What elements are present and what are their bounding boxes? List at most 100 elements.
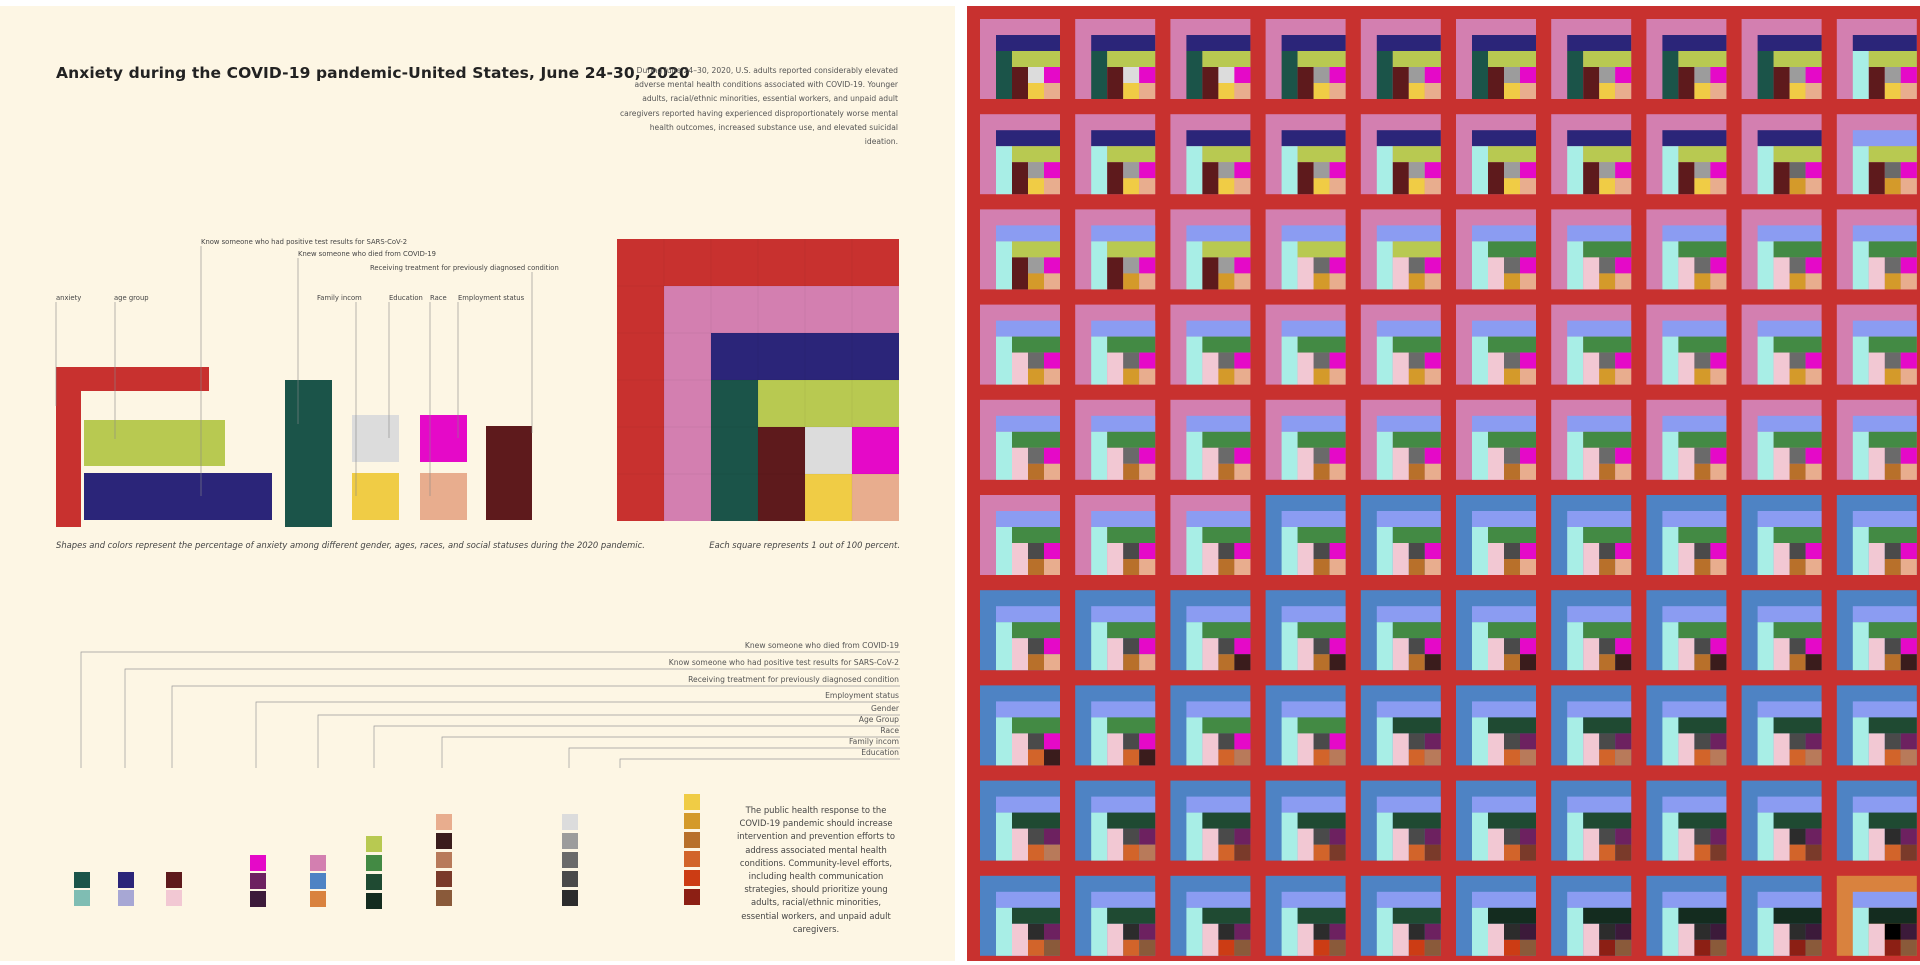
cell-education bbox=[1028, 162, 1044, 179]
cell-income bbox=[1694, 559, 1711, 575]
employment-region bbox=[852, 427, 899, 474]
cell-treatment bbox=[1107, 733, 1124, 766]
cell-education bbox=[1313, 543, 1330, 559]
cell-age bbox=[1297, 146, 1346, 163]
cell-positive bbox=[1376, 511, 1441, 527]
cell-treatment bbox=[1107, 447, 1124, 480]
cell-income bbox=[1313, 368, 1330, 385]
grid-cell bbox=[1360, 114, 1441, 195]
cell-income bbox=[1028, 844, 1044, 861]
cell-race bbox=[1234, 749, 1251, 766]
grid-cell bbox=[1075, 114, 1156, 195]
cell-income bbox=[1504, 368, 1520, 385]
cell-treatment bbox=[1392, 828, 1409, 861]
cell-treatment bbox=[1012, 828, 1028, 861]
grid-cell bbox=[1170, 399, 1251, 480]
cell-positive bbox=[1281, 511, 1346, 527]
cell-treatment bbox=[1107, 67, 1124, 99]
cell-race bbox=[1234, 559, 1251, 575]
cell-positive bbox=[996, 415, 1060, 432]
cell-employment bbox=[1044, 447, 1060, 464]
cell-positive bbox=[1757, 130, 1822, 147]
grid-cell bbox=[1075, 780, 1156, 861]
cell-age bbox=[1773, 527, 1822, 543]
cell-income bbox=[1884, 844, 1901, 861]
cell-age bbox=[1868, 146, 1917, 163]
cell-education bbox=[1408, 67, 1425, 83]
cell-education bbox=[1218, 352, 1235, 369]
tree-line-income bbox=[568, 747, 900, 768]
cell-income bbox=[1408, 749, 1425, 766]
cell-education bbox=[1884, 638, 1901, 655]
cell-race bbox=[1805, 939, 1822, 956]
cell-income bbox=[1884, 178, 1901, 195]
cell-race bbox=[1424, 559, 1441, 575]
cell-died bbox=[1091, 241, 1108, 290]
cell-income bbox=[1408, 654, 1425, 671]
grid-cell bbox=[1170, 19, 1251, 99]
cell-education bbox=[1408, 543, 1425, 559]
cell-age bbox=[1488, 146, 1536, 163]
cell-positive bbox=[1472, 606, 1536, 623]
cell-income bbox=[1694, 939, 1711, 956]
cell-died bbox=[1567, 622, 1584, 671]
cell-education bbox=[1123, 67, 1140, 83]
grid-cell bbox=[1741, 875, 1822, 956]
cell-died bbox=[1091, 146, 1108, 195]
cell-education bbox=[1884, 828, 1901, 845]
cell-positive bbox=[1091, 796, 1156, 813]
cell-died bbox=[1757, 146, 1774, 195]
cell-treatment bbox=[1202, 543, 1219, 575]
cell-positive bbox=[1472, 130, 1536, 147]
cell-age bbox=[1488, 241, 1536, 258]
race-square bbox=[420, 473, 467, 520]
label-anxiety: anxiety bbox=[56, 294, 81, 302]
cell-treatment bbox=[1202, 733, 1219, 766]
cell-treatment bbox=[1868, 828, 1885, 861]
cell-race bbox=[1520, 749, 1536, 766]
grid-cell bbox=[1646, 209, 1727, 290]
cell-employment bbox=[1139, 162, 1156, 179]
cell-died bbox=[1376, 431, 1393, 480]
cell-positive bbox=[1757, 796, 1822, 813]
legend-swatch bbox=[366, 855, 382, 871]
cell-employment bbox=[1139, 923, 1156, 940]
cell-employment bbox=[1139, 543, 1156, 559]
cell-died bbox=[1757, 622, 1774, 671]
cell-age bbox=[1583, 241, 1632, 258]
cell-treatment bbox=[1297, 67, 1314, 99]
tree-label: Employment status bbox=[825, 691, 899, 700]
grid-cell bbox=[1075, 875, 1156, 956]
cell-employment bbox=[1520, 447, 1536, 464]
cell-positive bbox=[1186, 511, 1251, 527]
grid-cell bbox=[1741, 304, 1822, 385]
tree-label: Knew someone who died from COVID-19 bbox=[745, 641, 899, 650]
cell-treatment bbox=[1678, 352, 1695, 385]
cell-age bbox=[1392, 51, 1441, 67]
cell-treatment bbox=[1297, 543, 1314, 575]
cell-race bbox=[1615, 178, 1632, 195]
cell-positive bbox=[1757, 415, 1822, 432]
cell-treatment bbox=[1392, 923, 1409, 956]
cell-race bbox=[1805, 273, 1822, 290]
cell-income bbox=[1313, 178, 1330, 195]
label-positive: Know someone who had positive test resul… bbox=[201, 238, 407, 246]
cell-education bbox=[1694, 923, 1711, 940]
cell-age bbox=[1202, 527, 1251, 543]
cell-income bbox=[1123, 654, 1140, 671]
cell-income bbox=[1313, 463, 1330, 480]
cell-died bbox=[1567, 431, 1584, 480]
grid-cell bbox=[1265, 875, 1346, 956]
cell-positive bbox=[1091, 701, 1156, 718]
grid-cell bbox=[1456, 399, 1536, 480]
cell-positive bbox=[1567, 415, 1632, 432]
cell-employment bbox=[1424, 543, 1441, 559]
cell-income bbox=[1313, 749, 1330, 766]
cell-income bbox=[1123, 559, 1140, 575]
cell-education bbox=[1694, 447, 1711, 464]
cell-age bbox=[1678, 622, 1727, 639]
age-group-bar bbox=[84, 420, 225, 466]
cell-age bbox=[1012, 907, 1060, 924]
cell-employment bbox=[1044, 543, 1060, 559]
cell-race bbox=[1044, 844, 1060, 861]
